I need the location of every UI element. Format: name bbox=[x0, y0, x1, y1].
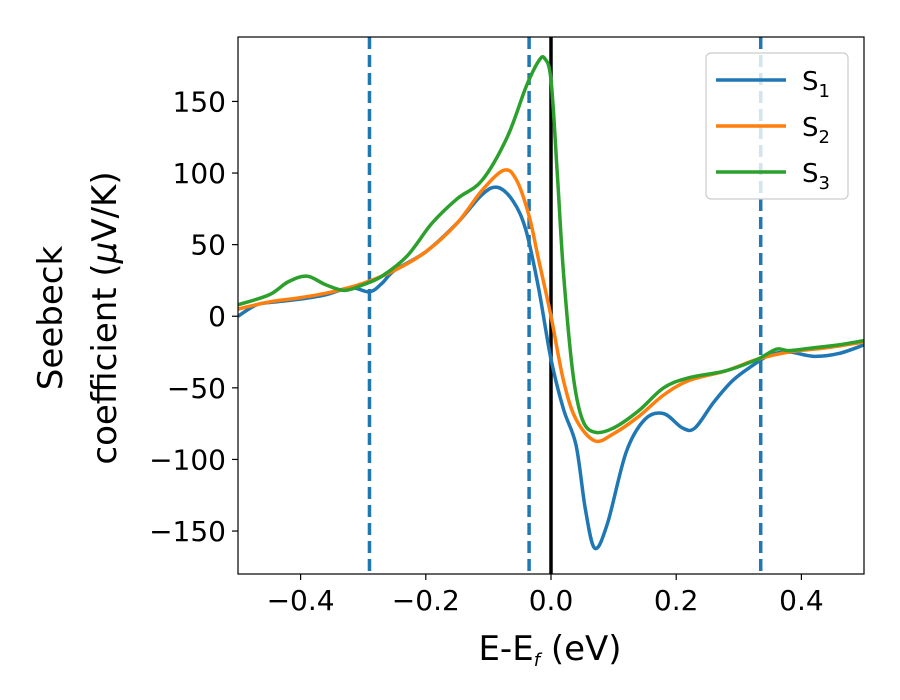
series-lines bbox=[238, 55, 864, 551]
y-tick-label: −50 bbox=[167, 372, 226, 405]
y-tick-label: −100 bbox=[149, 443, 226, 476]
x-tick-label: −0.2 bbox=[392, 584, 460, 617]
legend: S1 S2 S3 bbox=[705, 52, 849, 200]
legend-label-s2: S2 bbox=[802, 113, 830, 148]
x-tick-label: 0.4 bbox=[779, 584, 824, 617]
y-tick-label: 100 bbox=[173, 157, 226, 190]
x-tick-label: 0.2 bbox=[654, 584, 699, 617]
legend-label-s1: S1 bbox=[802, 67, 830, 102]
series-line-s3 bbox=[238, 55, 864, 435]
y-axis-label-line2: coefficient (μV/K) bbox=[85, 171, 125, 464]
series-line-s1 bbox=[238, 185, 864, 551]
y-tick-label: 150 bbox=[173, 85, 226, 118]
y-tick-label: −150 bbox=[149, 515, 226, 548]
vertical-lines bbox=[367, 37, 763, 574]
x-tick-label: −0.4 bbox=[267, 584, 335, 617]
legend-label-s3: S3 bbox=[802, 159, 830, 194]
y-tick-label: 50 bbox=[190, 229, 226, 262]
y-tick-label: 0 bbox=[208, 300, 226, 333]
y-axis-label-line1: Seebeck bbox=[31, 246, 71, 391]
x-ticks: −0.4 −0.2 0.0 0.2 0.4 bbox=[267, 574, 824, 617]
y-ticks: −150 −100 −50 0 50 100 150 bbox=[149, 85, 238, 548]
x-axis-label: E-Ef (eV) bbox=[478, 629, 621, 671]
x-tick-label: 0.0 bbox=[529, 584, 574, 617]
